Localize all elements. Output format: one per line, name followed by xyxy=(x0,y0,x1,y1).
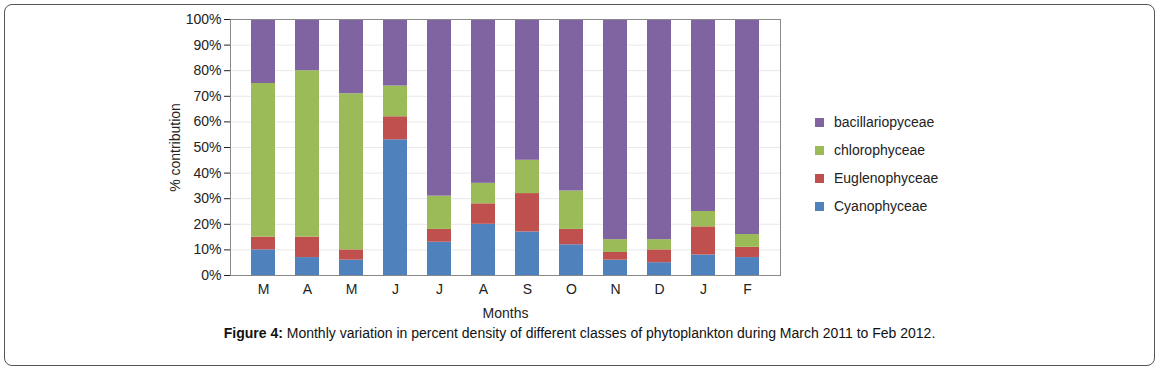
svg-text:Months: Months xyxy=(483,305,529,321)
svg-text:J: J xyxy=(436,281,443,297)
html-text:bacillariopyceae: bacillariopyceae xyxy=(834,114,935,130)
html-text:Figure 4: Monthly variation in: Figure 4: Monthly variation in percent d… xyxy=(223,325,936,341)
svg-text:60%: 60% xyxy=(193,113,221,129)
svg-text:30%: 30% xyxy=(193,190,221,206)
svg-text:80%: 80% xyxy=(193,62,221,78)
html-text:Euglenophyceae: Euglenophyceae xyxy=(834,170,939,186)
svg-text:D: D xyxy=(654,281,664,297)
svg-text:20%: 20% xyxy=(193,216,221,232)
html-text:chlorophyceae: chlorophyceae xyxy=(834,142,926,158)
svg-text:70%: 70% xyxy=(193,88,221,104)
svg-text:A: A xyxy=(479,281,489,297)
svg-text:S: S xyxy=(523,281,532,297)
svg-text:M: M xyxy=(346,281,358,297)
svg-text:90%: 90% xyxy=(193,37,221,53)
svg-text:O: O xyxy=(566,281,577,297)
svg-text:100%: 100% xyxy=(186,11,222,27)
svg-text:% contribution: % contribution xyxy=(167,103,183,192)
svg-text:N: N xyxy=(610,281,620,297)
svg-text:50%: 50% xyxy=(193,139,221,155)
svg-text:A: A xyxy=(303,281,313,297)
svg-text:F: F xyxy=(743,281,752,297)
svg-text:40%: 40% xyxy=(193,165,221,181)
svg-text:J: J xyxy=(700,281,707,297)
html-text:Cyanophyceae: Cyanophyceae xyxy=(834,198,928,214)
svg-text:0%: 0% xyxy=(201,267,221,283)
svg-text:J: J xyxy=(392,281,399,297)
svg-text:10%: 10% xyxy=(193,241,221,257)
svg-text:M: M xyxy=(258,281,270,297)
